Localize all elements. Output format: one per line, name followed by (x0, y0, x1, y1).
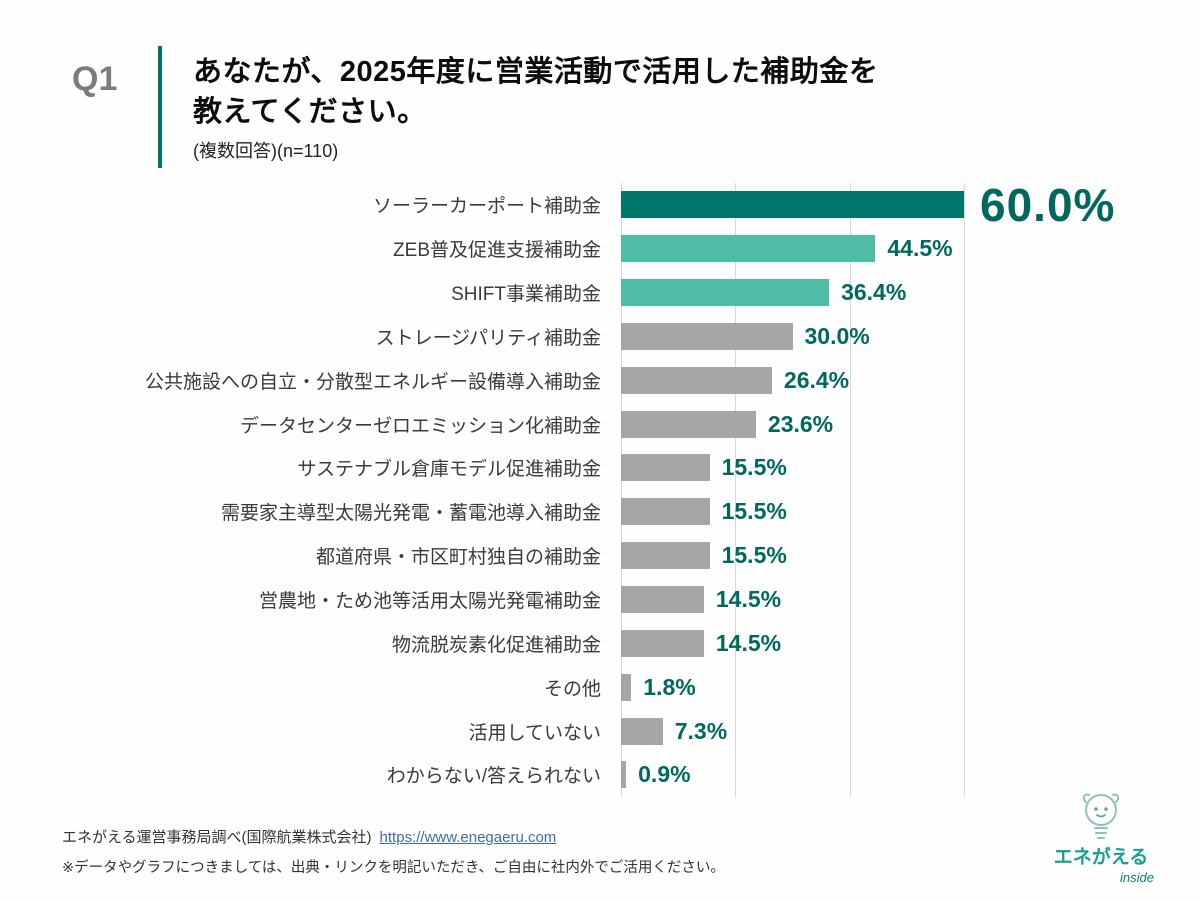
usage-note: ※データやグラフにつきましては、出典・リンクを明記いただき、ご自由に社内外でご活… (62, 860, 725, 876)
source-link[interactable]: https://www.enegaeru.com (379, 829, 557, 846)
gridline (849, 183, 851, 797)
chart-row: データセンターゼロエミッション化補助金 23.6% (38, 402, 1168, 446)
value-label: 23.6% (767, 410, 834, 437)
logo-sub-text: inside (1120, 870, 1154, 885)
source-line: エネがえる運営事務局調べ(国際航業株式会社) https://www.enegae… (62, 826, 725, 847)
value-label: 0.9% (638, 761, 691, 788)
chart-row: わからない/答えられない 0.9% (38, 753, 1168, 797)
value-label: 30.0% (804, 322, 870, 349)
bar (621, 717, 663, 745)
category-label: その他 (543, 678, 601, 700)
bar (621, 673, 632, 701)
bar (621, 410, 756, 438)
bar (621, 761, 627, 789)
gridline (621, 183, 622, 797)
chart-row: 営農地・ため池等活用太陽光発電補助金 14.5% (38, 578, 1168, 622)
bar (621, 235, 876, 263)
category-label: 需要家主導型太陽光発電・蓄電池導入補助金 (220, 503, 601, 525)
value-label: 15.5% (721, 542, 787, 569)
bar (621, 191, 964, 219)
chart-row: 都道府県・市区町村独自の補助金 15.5% (38, 534, 1168, 578)
chart-row: 物流脱炭素化促進補助金 14.5% (38, 621, 1168, 665)
bar (621, 542, 710, 570)
plot-area: 36.4% (621, 271, 1168, 315)
category-label: ソーラーカーポート補助金 (372, 196, 601, 218)
chart-row: 活用していない 7.3% (38, 709, 1168, 753)
mascot-bulb-icon (1082, 793, 1120, 839)
plot-area: 15.5% (621, 446, 1168, 490)
chart-row: ソーラーカーポート補助金 60.0% (38, 179, 1168, 231)
value-label: 14.5% (715, 586, 782, 613)
category-label: 公共施設への自立・分散型エネルギー設備導入補助金 (144, 371, 601, 393)
value-label: 44.5% (887, 235, 953, 262)
chart-row: SHIFT事業補助金 36.4% (38, 271, 1168, 315)
title-block: あなたが、2025年度に営業活動で活用した補助金を 教えてください。 (複数回答… (193, 52, 878, 163)
question-number: Q1 (72, 60, 118, 98)
plot-area: 26.4% (621, 358, 1168, 402)
category-label: 物流脱炭素化促進補助金 (391, 634, 601, 656)
chart-row: 需要家主導型太陽光発電・蓄電池導入補助金 15.5% (38, 490, 1168, 534)
plot-area: 14.5% (621, 621, 1168, 665)
survey-subtitle: (複数回答)(n=110) (193, 141, 339, 162)
source-text: エネがえる運営事務局調べ(国際航業株式会社) (62, 829, 372, 846)
plot-area: 44.5% (621, 227, 1168, 271)
gridline (735, 183, 737, 797)
category-label: ストレージパリティ補助金 (375, 327, 601, 349)
page-title-line1: あなたが、2025年度に営業活動で活用した補助金を (193, 56, 879, 88)
category-label: サステナブル倉庫モデル促進補助金 (297, 459, 601, 481)
category-label: データセンターゼロエミッション化補助金 (239, 415, 601, 437)
bar (621, 629, 704, 657)
chart-row: ZEB普及促進支援補助金 44.5% (38, 227, 1168, 271)
chart-row: 公共施設への自立・分散型エネルギー設備導入補助金 26.4% (38, 358, 1168, 402)
footer: エネがえる運営事務局調べ(国際航業株式会社) https://www.enegae… (62, 826, 725, 877)
bar-chart: ソーラーカーポート補助金 60.0% ZEB普及促進支援補助金 44.5% SHIFT事… (38, 179, 1168, 797)
category-label: 営農地・ため池等活用太陽光発電補助金 (258, 591, 601, 613)
plot-area: 15.5% (621, 490, 1168, 534)
category-label: 都道府県・市区町村独自の補助金 (315, 547, 601, 569)
value-label: 60.0% (980, 178, 1116, 231)
title-divider-bar (158, 46, 162, 168)
bar (621, 586, 704, 614)
chart-row: その他 1.8% (38, 665, 1168, 709)
plot-area: 14.5% (621, 578, 1168, 622)
enegaeru-logo: エネがえる inside (1042, 788, 1160, 885)
plot-area: 7.3% (621, 709, 1168, 753)
category-label: ZEB普及促進支援補助金 (393, 240, 601, 262)
category-label: SHIFT事業補助金 (451, 284, 601, 306)
plot-area: 0.9% (621, 753, 1168, 797)
value-label: 7.3% (674, 717, 728, 744)
logo-brand-text: エネがえる (1053, 847, 1149, 868)
page-title-line2: 教えてください。 (193, 96, 427, 129)
bar (621, 322, 793, 350)
category-label: 活用していない (468, 722, 601, 744)
bar (621, 366, 772, 394)
category-label: わからない/答えられない (386, 766, 601, 788)
plot-area: 60.0% (621, 179, 1168, 231)
chart-row: サステナブル倉庫モデル促進補助金 15.5% (38, 446, 1168, 490)
bar (621, 454, 710, 482)
plot-area: 23.6% (621, 402, 1168, 446)
value-label: 14.5% (715, 629, 782, 656)
value-label: 26.4% (783, 366, 850, 393)
plot-area: 1.8% (621, 665, 1168, 709)
plot-area: 15.5% (621, 534, 1168, 578)
bar (621, 498, 710, 526)
value-label: 1.8% (643, 673, 696, 700)
value-label: 36.4% (841, 279, 907, 306)
value-label: 15.5% (721, 454, 787, 481)
bar (621, 279, 830, 307)
gridline (964, 183, 965, 797)
plot-area: 30.0% (621, 315, 1168, 359)
value-label: 15.5% (721, 498, 787, 525)
chart-row: ストレージパリティ補助金 30.0% (38, 315, 1168, 359)
